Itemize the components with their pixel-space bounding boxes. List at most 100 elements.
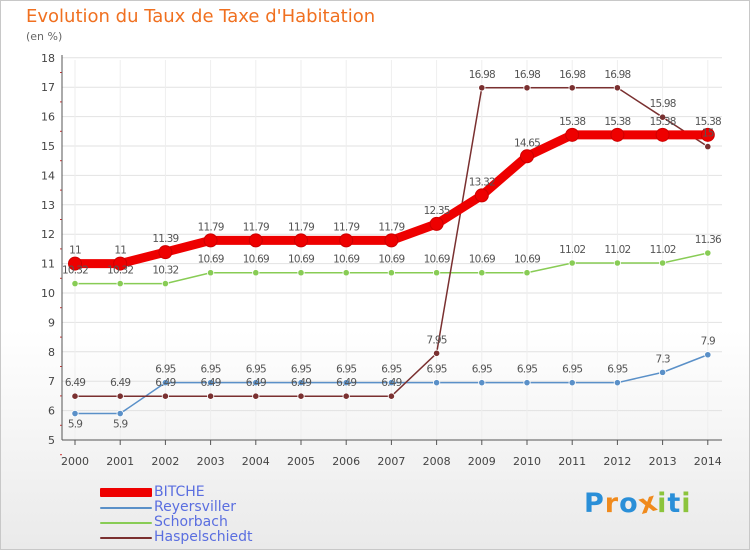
data-point bbox=[207, 379, 215, 387]
x-tick-label: 2007 bbox=[377, 455, 405, 468]
data-label: 6.95 bbox=[607, 364, 627, 376]
x-tick-label: 2012 bbox=[603, 455, 631, 468]
data-point bbox=[116, 409, 124, 418]
legend-label-haspelschiedt: Haspelschiedt bbox=[154, 529, 253, 545]
y-tick-label: 7 bbox=[48, 375, 55, 388]
data-label: 11 bbox=[69, 245, 81, 257]
data-label: 10.69 bbox=[424, 254, 450, 266]
data-point bbox=[161, 392, 169, 400]
data-label: 5.9 bbox=[113, 419, 127, 431]
data-label: 7.9 bbox=[701, 336, 715, 348]
data-label: 15 bbox=[702, 128, 714, 140]
data-label: 6.49 bbox=[291, 377, 311, 389]
data-point bbox=[252, 379, 260, 387]
data-label: 6.95 bbox=[381, 364, 401, 376]
data-point bbox=[704, 249, 712, 257]
data-label: 6.95 bbox=[246, 364, 266, 376]
data-point bbox=[252, 269, 260, 277]
data-point bbox=[248, 233, 263, 248]
data-point bbox=[613, 84, 622, 92]
legend-label-schorbach: Schorbach bbox=[154, 514, 228, 530]
data-label: 6.49 bbox=[155, 377, 175, 389]
data-point bbox=[342, 379, 350, 387]
data-point bbox=[207, 269, 215, 277]
data-label: 11.02 bbox=[604, 244, 630, 256]
data-point bbox=[700, 127, 715, 142]
x-tick-label: 2003 bbox=[197, 455, 225, 468]
x-tick-label: 2001 bbox=[106, 455, 134, 468]
data-point bbox=[523, 269, 531, 277]
data-point bbox=[523, 84, 531, 92]
y-tick-label: 5 bbox=[48, 434, 55, 447]
data-label: 11.36 bbox=[695, 234, 722, 246]
data-point bbox=[474, 188, 489, 203]
data-label: 6.95 bbox=[155, 364, 175, 376]
data-point bbox=[161, 279, 169, 288]
data-label: 11.02 bbox=[650, 244, 676, 256]
data-label: 11 bbox=[114, 245, 126, 257]
data-label: 6.95 bbox=[336, 364, 356, 376]
data-point bbox=[613, 259, 622, 267]
data-point bbox=[71, 409, 79, 418]
y-tick-label: 15 bbox=[41, 140, 55, 153]
data-point bbox=[294, 233, 308, 248]
data-point bbox=[568, 379, 576, 387]
data-label: 13.32 bbox=[469, 176, 495, 188]
data-label: 11.39 bbox=[152, 233, 178, 245]
x-tick-label: 2005 bbox=[287, 455, 315, 468]
data-point bbox=[339, 233, 354, 248]
data-label: 7.3 bbox=[655, 353, 669, 365]
data-label: 15.98 bbox=[650, 98, 676, 110]
y-tick-label: 14 bbox=[41, 169, 55, 182]
y-tick-label: 6 bbox=[48, 405, 55, 418]
data-label: 10.69 bbox=[333, 254, 359, 266]
y-tick-label: 17 bbox=[41, 81, 55, 94]
data-label: 6.95 bbox=[472, 364, 492, 376]
legend: BITCHE Reyersviller Schorbach Haspelschi… bbox=[100, 484, 360, 546]
proxiti-logo: Proxiti bbox=[584, 486, 692, 521]
data-label: 6.95 bbox=[291, 364, 311, 376]
data-point bbox=[704, 142, 712, 151]
data-label: 14.65 bbox=[514, 137, 540, 149]
data-point bbox=[568, 84, 576, 92]
data-label: 15.38 bbox=[604, 116, 630, 128]
y-tick-label: 11 bbox=[41, 258, 55, 271]
data-point bbox=[658, 368, 667, 376]
data-label: 11.79 bbox=[243, 221, 269, 233]
legend-label-reyersviller: Reyersviller bbox=[154, 499, 236, 515]
data-point bbox=[68, 256, 82, 271]
legend-item-haspelschiedt: Haspelschiedt bbox=[100, 529, 360, 546]
data-point bbox=[478, 269, 486, 277]
data-point bbox=[158, 245, 173, 260]
chart-title: Evolution du Taux de Taxe d'Habitation bbox=[26, 6, 376, 27]
x-tick-label: 2013 bbox=[649, 455, 677, 468]
chart-subtitle: (en %) bbox=[26, 30, 63, 43]
data-point bbox=[429, 216, 444, 231]
data-point bbox=[252, 392, 260, 400]
data-label: 10.32 bbox=[62, 265, 88, 277]
data-point bbox=[432, 349, 441, 357]
data-point bbox=[71, 279, 79, 288]
data-point bbox=[161, 379, 169, 387]
data-label: 6.49 bbox=[201, 377, 221, 389]
data-label: 10.69 bbox=[288, 254, 314, 266]
data-point bbox=[565, 127, 580, 142]
data-point bbox=[113, 256, 128, 271]
data-label: 15.38 bbox=[695, 116, 721, 128]
data-label: 10.69 bbox=[514, 254, 540, 266]
legend-swatch-schorbach bbox=[100, 522, 152, 524]
logo-letter: i bbox=[657, 488, 668, 519]
x-tick-label: 2011 bbox=[558, 455, 586, 468]
y-tick-label: 12 bbox=[41, 228, 55, 241]
data-point bbox=[432, 269, 441, 277]
y-tick-label: 18 bbox=[41, 52, 55, 65]
legend-item-reyersviller: Reyersviller bbox=[100, 499, 360, 516]
logo-letter: o bbox=[619, 488, 639, 519]
data-label: 11.79 bbox=[288, 221, 314, 233]
data-label: 6.49 bbox=[110, 377, 130, 389]
data-label: 11.79 bbox=[378, 221, 404, 233]
data-point bbox=[387, 269, 395, 277]
y-tick-label: 13 bbox=[41, 199, 55, 212]
